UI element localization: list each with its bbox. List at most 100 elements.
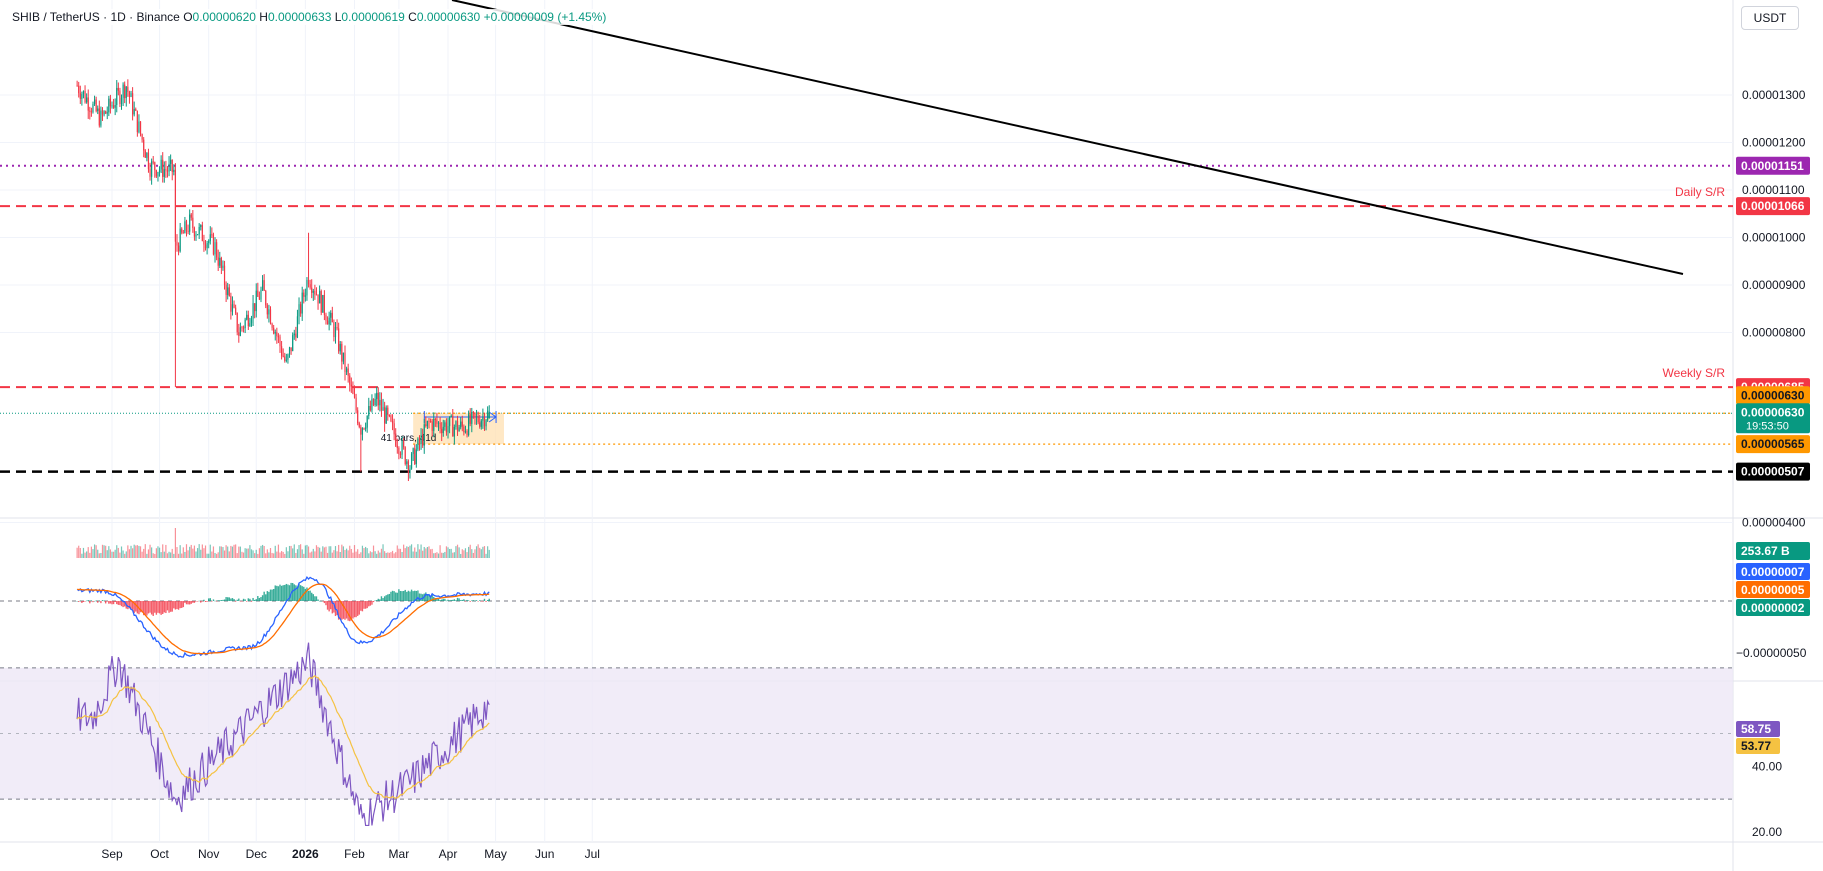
currency-selector[interactable]: USDT — [1741, 6, 1799, 30]
candle-body — [442, 426, 444, 434]
candle-body — [296, 316, 299, 338]
volume-bar — [379, 552, 381, 558]
volume-bar — [315, 545, 318, 558]
volume-bar — [146, 553, 148, 558]
macd-histogram-bar — [429, 597, 432, 601]
macd-histogram-bar — [123, 601, 126, 607]
macd-histogram-bar — [143, 601, 145, 616]
volume-bar — [244, 548, 246, 558]
macd-histogram-bar — [290, 582, 292, 601]
candle-body — [363, 428, 365, 430]
volume-bar — [358, 553, 360, 558]
volume-bar — [138, 545, 140, 558]
candle-body — [106, 112, 108, 114]
candle-body — [449, 416, 451, 427]
macd-histogram-bar — [239, 601, 242, 602]
macd-histogram-bar — [287, 584, 289, 601]
macd-histogram-bar — [388, 593, 391, 601]
macd-histogram-bar — [442, 598, 444, 601]
macd-histogram-bar — [257, 596, 259, 601]
volume-bar — [441, 552, 443, 558]
macd-histogram-bar — [485, 601, 487, 602]
candle-body — [84, 91, 86, 103]
volume-bar — [87, 547, 89, 558]
candle-body — [241, 327, 243, 329]
macd-histogram-bar — [192, 601, 194, 603]
macd-histogram-bar — [379, 599, 381, 601]
volume-bar — [377, 550, 379, 558]
macd-histogram-bar — [280, 585, 283, 601]
rsi-tick-label: 40.00 — [1752, 759, 1782, 773]
macd-histogram-bar — [212, 599, 215, 601]
candle-body — [307, 280, 310, 285]
volume-bar — [355, 551, 357, 558]
price-axis[interactable]: 0.00001300 0.00001200 0.00001100 0.00001000… — [1736, 88, 1810, 839]
change-value: +0.00000009 (+1.45%) — [483, 10, 607, 24]
candle-body — [330, 312, 332, 318]
volume-bar — [284, 553, 286, 558]
volume-value-label: 253.67 B — [1741, 544, 1790, 558]
candle-body — [344, 352, 346, 373]
macd-histogram-bar — [166, 601, 169, 611]
volume-bar — [105, 545, 107, 558]
volume-bar — [249, 545, 251, 558]
volume-bar — [376, 553, 378, 558]
candle-body — [250, 318, 253, 324]
time-axis[interactable]: Sep Oct Nov Dec 2026 Feb Mar Apr May Jun Jul — [101, 847, 600, 861]
candle-body — [168, 163, 170, 172]
volume-bar — [353, 545, 356, 558]
volume-bar — [323, 547, 325, 558]
macd-histogram-bar — [233, 599, 235, 601]
macd-histogram-bar — [85, 600, 88, 602]
macd-histogram-bar — [474, 600, 476, 602]
macd-histogram-bar — [311, 592, 313, 601]
macd-histogram-bar — [219, 600, 221, 601]
price-tick-label: 0.00000800 — [1742, 326, 1806, 340]
macd-histogram-bar — [467, 600, 470, 601]
volume-bar — [139, 546, 142, 558]
macd-histogram-bar — [323, 601, 326, 604]
candle-body — [116, 87, 118, 105]
volume-bar — [127, 545, 129, 558]
candle-body — [269, 309, 272, 324]
volume-bar — [338, 544, 340, 558]
macd-histogram-bar — [104, 601, 107, 604]
macd-histogram-bar — [296, 586, 299, 601]
high-value: 0.00000633 — [267, 10, 332, 24]
drawings[interactable]: 41 bars, 41d — [381, 0, 1733, 445]
macd-histogram-bar — [406, 591, 408, 601]
candle-body — [201, 225, 203, 242]
candle-body — [114, 104, 116, 108]
candle-body — [98, 108, 100, 126]
candle-body — [227, 287, 229, 295]
volume-bar — [483, 546, 486, 558]
candle-body — [109, 98, 112, 107]
macd-histogram-bar — [337, 601, 340, 620]
candle-body — [151, 161, 153, 177]
time-tick-label: Oct — [150, 847, 169, 861]
macd-histogram-bar — [149, 601, 151, 613]
volume-bar — [437, 553, 440, 558]
macd-histogram-bar — [163, 601, 166, 613]
macd-histogram-bar — [447, 599, 449, 601]
level-value-label: 0.00001066 — [1741, 199, 1805, 213]
candle-body — [325, 314, 327, 321]
macd-histogram-bar — [230, 598, 232, 601]
macd-histogram-bar — [79, 600, 81, 602]
macd-histogram-bar — [181, 601, 183, 608]
macd-histogram-bar — [488, 598, 490, 601]
candle-body — [171, 159, 173, 172]
candle-body — [428, 420, 430, 422]
volume-bar — [277, 544, 280, 558]
volume-bar — [361, 545, 364, 558]
volume-bar — [384, 551, 386, 558]
volume-bar — [339, 552, 341, 558]
volume-bar — [200, 549, 202, 558]
macd-histogram-bar — [201, 601, 204, 602]
candle-body — [231, 304, 234, 312]
price-tick-label: 0.00001100 — [1742, 183, 1805, 197]
macd-histogram-bar — [168, 601, 170, 613]
rsi-value-bg — [1736, 721, 1780, 737]
volume-bar — [271, 552, 273, 558]
